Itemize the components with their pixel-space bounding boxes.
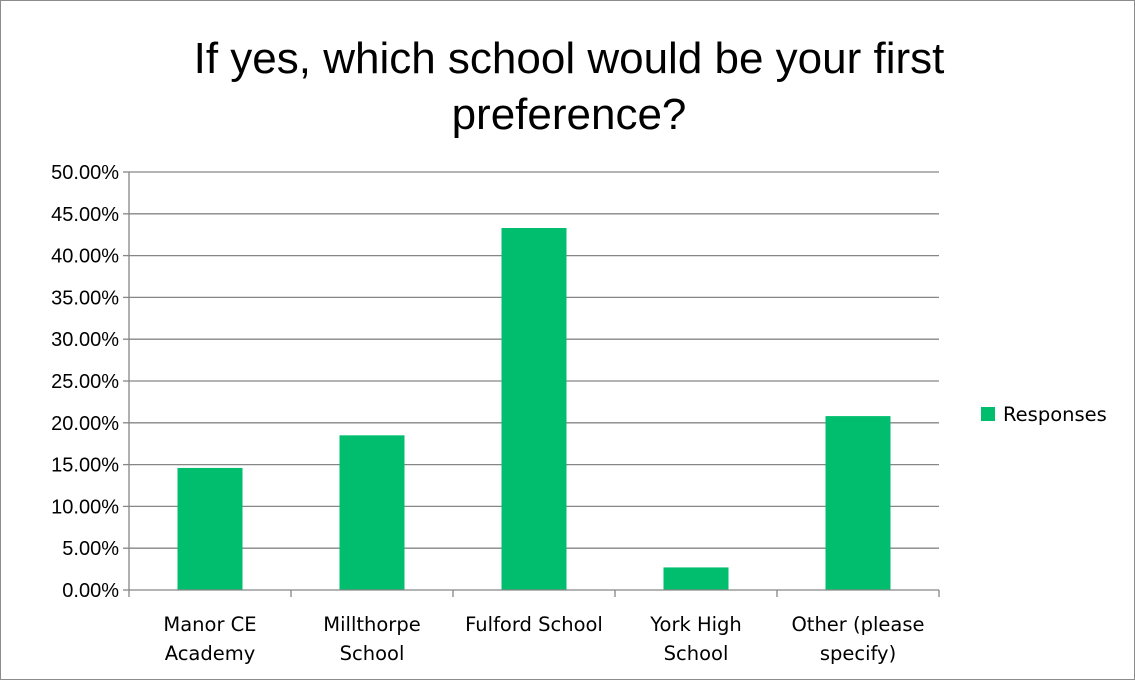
y-tick-label: 15.00% <box>51 455 119 477</box>
legend-label: Responses <box>1003 403 1107 426</box>
x-category-label: Manor CE <box>163 613 256 636</box>
bar <box>663 567 729 590</box>
y-tick-label: 0.00% <box>62 580 119 602</box>
y-tick-label: 30.00% <box>51 329 119 351</box>
x-category-label: Other (please <box>791 613 924 636</box>
y-tick-label: 50.00% <box>51 162 119 184</box>
legend-swatch <box>981 407 995 421</box>
bar <box>825 416 891 590</box>
y-tick-label: 10.00% <box>51 496 119 518</box>
legend: Responses <box>981 403 1107 426</box>
x-category-label: School <box>664 642 729 665</box>
x-category-label: School <box>340 642 405 665</box>
y-tick-label: 45.00% <box>51 204 119 226</box>
x-category-label: Millthorpe <box>323 613 420 636</box>
bar <box>501 228 567 590</box>
y-tick-label: 5.00% <box>62 538 119 560</box>
x-category-label: specify) <box>820 642 896 665</box>
x-category-label: Fulford School <box>465 613 603 636</box>
bars <box>177 228 891 590</box>
x-category-label: York High <box>649 613 742 636</box>
chart-title-line-2: preference? <box>452 90 687 139</box>
bar <box>339 435 405 590</box>
y-tick-label: 25.00% <box>51 371 119 393</box>
y-tick-label: 35.00% <box>51 287 119 309</box>
y-tick-label: 40.00% <box>51 246 119 268</box>
y-tick-label: 20.00% <box>51 413 119 435</box>
bar <box>177 467 243 590</box>
x-category-label: Academy <box>165 642 256 665</box>
chart-title-line-1: If yes, which school would be your first <box>194 34 945 83</box>
axes <box>128 172 940 597</box>
x-axis-labels: Manor CE Academy Millthorpe School Fulford S… <box>163 613 924 665</box>
y-axis-ticks: 0.00% 5.00% 10.00% 15.00% 20.00% 25.00% 30.00%… <box>51 162 129 602</box>
